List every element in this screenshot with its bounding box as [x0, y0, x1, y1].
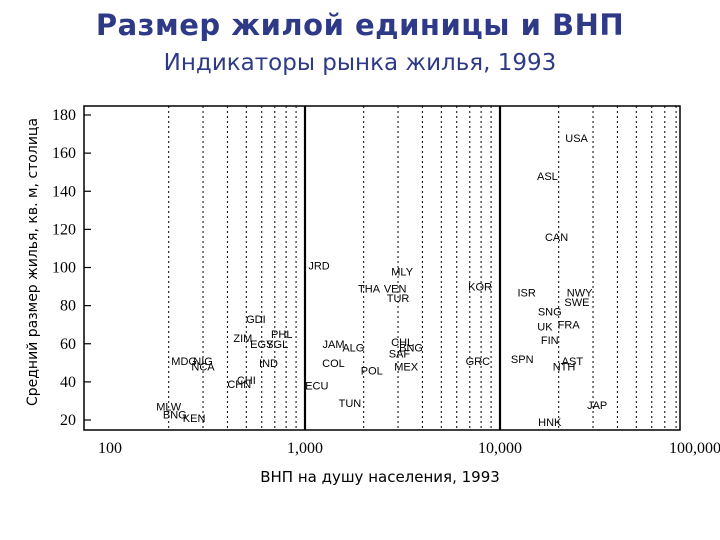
data-point-label: SPN [511, 354, 534, 366]
data-point-label: ISR [517, 287, 535, 299]
data-point-label: MDG [171, 356, 197, 368]
x-tick-label: 1,000 [287, 440, 323, 457]
data-point-label: NWY [567, 287, 593, 299]
y-tick-label: 180 [52, 107, 76, 124]
data-point-label: NCA [191, 362, 215, 374]
data-point-label: USA [565, 133, 588, 145]
chart-subtitle: Индикаторы рынка жилья, 1993 [163, 50, 557, 76]
data-point-label: GDI [246, 314, 266, 326]
x-axis-label: ВНП на душу населения, 1993 [260, 468, 500, 486]
data-point-label: SNG [538, 306, 562, 318]
data-point-label: UK [537, 322, 553, 334]
data-point-label: KOR [468, 282, 492, 294]
data-point-label: ASL [537, 171, 558, 183]
data-point-label: BNG [163, 409, 187, 421]
y-tick-label: 140 [52, 183, 76, 200]
y-tick-label: 120 [52, 221, 76, 238]
data-point-label: FIN [541, 335, 559, 347]
plot-area-frame [83, 105, 681, 431]
y-tick-label: 40 [60, 374, 76, 391]
y-tick-label: 100 [52, 260, 76, 277]
data-point-label: IND [259, 358, 278, 370]
data-point-label: ALG [342, 343, 364, 355]
data-point-label: FRA [558, 320, 581, 332]
chart-title: Размер жилой единицы и ВНП [95, 8, 625, 42]
y-tick-label: 160 [52, 145, 76, 162]
data-point-label: MLW [156, 402, 181, 414]
data-point-label: HNK [538, 417, 562, 429]
data-point-label: MEX [394, 362, 419, 374]
y-tick-label: 60 [60, 336, 76, 353]
x-tick-label: 10,000 [478, 440, 522, 457]
data-point-label: COL [322, 358, 345, 370]
data-point-label: BNG [399, 343, 423, 355]
data-point-label: NIG [193, 356, 213, 368]
data-point-label: JAP [587, 400, 607, 412]
data-point-label: ECU [305, 381, 328, 393]
data-point-label: TUR [387, 293, 410, 305]
data-point-label: MLY [391, 266, 413, 278]
data-point-label: CAN [545, 232, 568, 244]
data-point-label: PHL [271, 329, 292, 341]
data-point-label: JAM [322, 339, 344, 351]
data-point-label: POL [361, 365, 383, 377]
data-point-label: KEN [183, 413, 206, 425]
data-point-label: CHI [237, 375, 256, 387]
grid-lines [168, 106, 677, 430]
data-point-label: SGL [266, 339, 288, 351]
data-point-label: GRC [466, 356, 491, 368]
x-tick-label: 100,000 [669, 440, 720, 457]
data-point-label: EGY [250, 339, 274, 351]
data-point-label: VEN [384, 283, 407, 295]
data-point-label: NTH [553, 362, 576, 374]
data-point-label: SWE [564, 297, 589, 309]
data-point-label: TUN [339, 398, 362, 410]
y-tick-label: 80 [60, 298, 76, 315]
data-point-label: ZIM [233, 333, 252, 345]
y-tick-label: 20 [60, 412, 76, 429]
axis-ticks: 20 40 60 80 100 120 140 160 180 100 1,000 10,000 100… [52, 107, 720, 457]
data-point-label: JRD [308, 261, 329, 273]
data-point-label: AST [562, 356, 584, 368]
data-point-label: CHN [227, 379, 251, 391]
x-tick-label: 100 [98, 440, 122, 457]
data-point-label: CHL [391, 337, 413, 349]
data-point-label: SAF [389, 348, 411, 360]
data-point-label: THA [358, 283, 381, 295]
